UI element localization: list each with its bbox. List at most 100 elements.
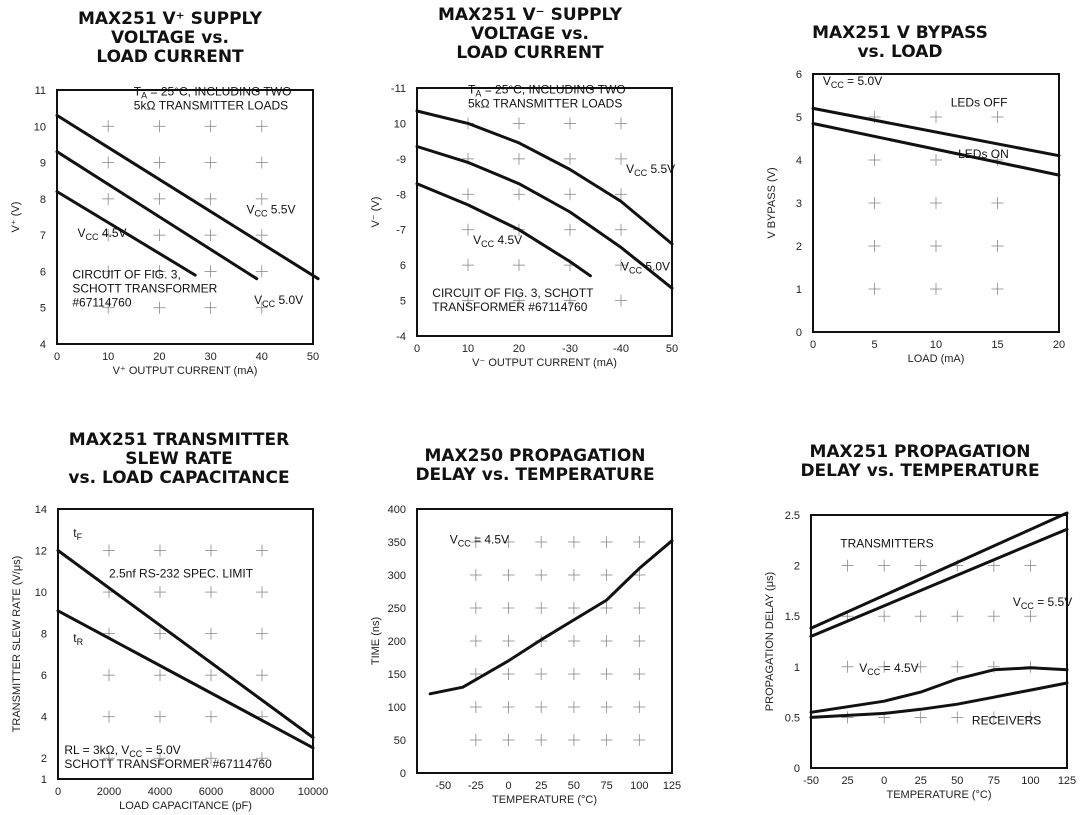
x-tick-label: -25 [468,780,484,792]
y-tick-label: 11 [35,85,46,97]
annotation-text: #67114760 [72,296,132,310]
x-axis-label: TEMPERATURE (°C) [886,789,991,801]
chart-title-line: MAX251 V⁻ SUPPLY [437,5,623,25]
annotation-text: tR [73,631,83,647]
y-tick-label: 2 [794,561,800,573]
y-tick-label: 8 [41,629,47,641]
annotation-text: VCC = 4.5V [859,661,918,677]
x-tick-label: 50 [568,780,580,792]
annotation-text: TA = 25°C, INCLUDING TWO [134,84,292,100]
series-line-leds-on [811,122,1061,177]
annotation-text: VCC 5.0V [254,293,303,309]
x-tick-label: -40 [613,343,629,355]
annotation-text: LEDs ON [958,147,1009,161]
series-line-transmitters-vcc-5-5v [809,511,1069,630]
x-tick-label: 20 [153,351,165,363]
chart-v-minus-supply: 0 10 20 -30 -40 50 -4 5 6 -7 -8 -9 10 -11 V⁻ OUTPUT CU… [370,82,678,369]
annotation-text: TA = 25°C, INCLUDING TWO [468,82,626,98]
x-tick-label: 8000 [250,786,274,798]
y-tick-label: 10 [35,587,47,599]
series-line-vcc-5-5v [55,113,320,281]
chart-panel-v-bypass: MAX251 V BYPASS vs. LOAD 0 5 10 15 20 0 1 2 3 4 5 6… [720,0,1082,400]
x-tick-label: 25 [841,775,853,787]
x-tick-label: 4000 [148,786,172,798]
y-tick-label: 4 [796,155,802,167]
chart-annotation: tR [73,631,83,647]
x-tick-label: 75 [600,780,612,792]
x-tick-label: 0 [505,780,511,792]
x-tick-label: 10 [930,339,942,351]
plot-frame [416,87,673,337]
chart-title-line: vs. LOAD CAPACITANCE [68,468,290,488]
chart-annotation: LEDs ON [958,147,1009,161]
chart-title-line: MAX251 V BYPASS [812,23,988,43]
chart-panel-v-minus: MAX251 V⁻ SUPPLY VOLTAGE vs. LOAD CURREN… [360,0,720,400]
y-tick-label: 5 [40,303,46,315]
x-tick-label: -50 [435,780,451,792]
chart-annotation: VCC = 4.5V [859,661,918,677]
y-tick-label: 0 [794,763,800,775]
chart-v-plus-supply: 0 10 20 30 40 50 4 5 6 7 8 9 10 11 V⁺ OUTPUT CURRENT (… [10,84,320,377]
x-tick-label: 125 [1058,775,1076,787]
y-tick-label: -9 [396,154,406,166]
plot-frame [810,514,1068,769]
y-tick-label: 6 [40,266,46,278]
chart-max250-propagation-delay: -50 -25 0 25 50 75 100 125 0 50 100 150 200 250 300 350… [370,504,681,806]
y-tick-label: 6 [41,670,47,682]
x-tick-label: 10000 [298,786,329,798]
y-tick-label: 6 [400,260,406,272]
y-tick-label: 10 [34,121,46,133]
x-tick-label: 25 [535,780,547,792]
y-tick-label: 4 [40,339,46,351]
y-tick-label: 150 [388,669,406,681]
series-line-tf [56,549,315,739]
chart-title-line: DELAY vs. TEMPERATURE [415,465,655,485]
chart-title-line: MAX251 V⁺ SUPPLY [77,9,263,29]
annotation-text: VCC 4.5V [473,233,522,249]
x-axis-label: V⁻ OUTPUT CURRENT (mA) [472,357,617,369]
series-line-vcc-4-5v [55,190,197,277]
chart-annotation: TRANSMITTERS [840,536,933,550]
x-axis-label: TEMPERATURE (°C) [492,794,597,806]
annotation-text: RL = 3kΩ, VCC = 5.0V [64,743,180,759]
chart-title-line: DELAY vs. TEMPERATURE [800,461,1040,481]
y-tick-label: 14 [35,504,47,516]
y-tick-label: 300 [388,570,406,582]
chart-title-line: LOAD CURRENT [96,47,244,67]
y-tick-label: 2 [796,241,802,253]
y-tick-label: 50 [394,735,406,747]
chart-title-line: SLEW RATE [125,449,233,469]
chart-title: MAX250 PROPAGATION DELAY vs. TEMPERATURE [380,447,690,485]
x-tick-label: 50 [951,775,963,787]
annotation-text: 5kΩ TRANSMITTER LOADS [468,96,622,110]
grid [469,536,646,746]
x-axis-label: LOAD (mA) [908,353,965,365]
grid [103,544,268,765]
y-tick-label: -7 [396,225,406,237]
series-line-receivers-vcc-4-5v [809,666,1069,714]
annotation-text: VCC 5.5V [626,162,675,178]
x-axis-label: LOAD CAPACITANCE (pF) [119,800,252,812]
y-axis-label: V⁻ (V) [370,197,382,228]
series-line-receivers-vcc-5-5v [809,681,1069,719]
plot-frame [416,508,673,774]
chart-title-line: MAX251 PROPAGATION [809,442,1031,462]
chart-title-line: vs. LOAD [857,42,943,62]
series-line-transmitters-vcc-4-5v [809,527,1069,638]
y-axis-label: V BYPASS (V) [766,167,778,238]
y-tick-label: 8 [40,194,46,206]
y-tick-label: -8 [396,189,406,201]
y-axis-label: TIME (ns) [370,617,382,665]
annotation-text: TRANSFORMER #67114760 [432,300,588,314]
y-tick-label: 250 [388,603,406,615]
x-tick-label: 0 [810,339,816,351]
annotation-text: tF [73,526,82,542]
grid [868,111,1004,295]
y-tick-label: 5 [400,296,406,308]
annotation-text: LEDs OFF [951,95,1008,109]
